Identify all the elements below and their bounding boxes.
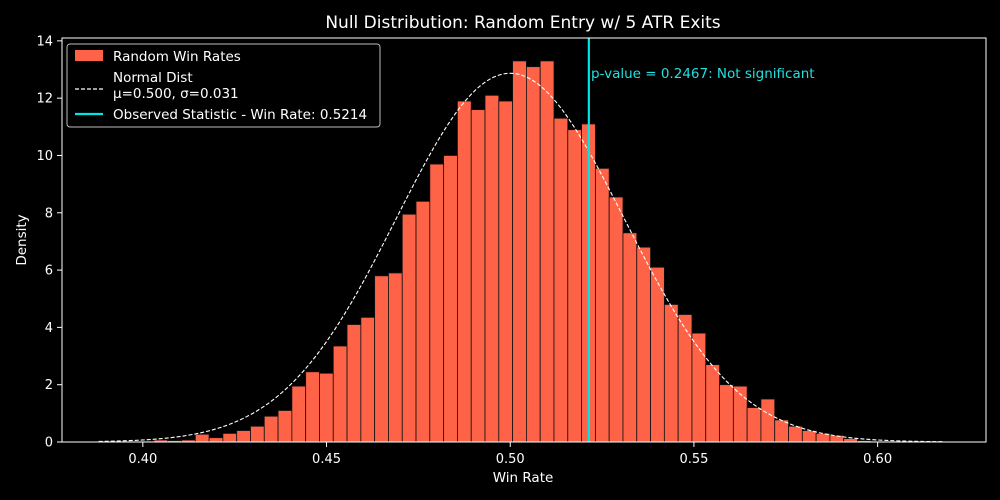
x-axis-label: Win Rate <box>493 470 554 486</box>
histogram-bar <box>663 304 679 443</box>
normal-curve <box>98 72 944 443</box>
histogram-bar <box>608 196 624 443</box>
y-axis: 0 2 4 6 8 10 12 14 <box>36 34 62 451</box>
histogram-bar <box>526 66 541 443</box>
x-axis: 0.40 0.45 0.50 0.55 0.60 <box>128 442 892 467</box>
histogram-bar <box>443 155 458 443</box>
legend-label-normal-line1: Normal Dist <box>113 70 193 86</box>
histogram-bar <box>319 372 334 443</box>
histogram-bar <box>429 163 445 443</box>
histogram-bar <box>346 324 362 443</box>
histogram-bar <box>194 433 210 443</box>
x-tick-label: 0.40 <box>128 452 157 467</box>
histogram-bar <box>636 246 651 443</box>
histogram-bar <box>236 430 251 443</box>
histogram-bar <box>705 364 720 443</box>
x-tick-label: 0.55 <box>679 452 708 467</box>
histogram-bar <box>222 433 238 443</box>
histogram-bar <box>360 316 376 443</box>
histogram-bar <box>594 167 610 443</box>
chart-title: Null Distribution: Random Entry w/ 5 ATR… <box>325 13 720 33</box>
histogram-bar <box>774 419 789 443</box>
histogram-bar <box>512 60 527 443</box>
x-tick-label: 0.60 <box>863 452 892 467</box>
histogram-bar <box>567 129 582 443</box>
y-tick-label: 0 <box>45 436 53 451</box>
y-tick-label: 14 <box>36 34 53 49</box>
histogram-bar <box>801 430 817 443</box>
y-axis-label: Density <box>14 214 30 265</box>
y-tick-label: 12 <box>36 92 53 107</box>
histogram-bar <box>305 371 320 443</box>
histogram-bar <box>498 100 514 443</box>
histogram-bar <box>291 385 307 443</box>
x-tick-label: 0.45 <box>312 452 341 467</box>
histogram-bar <box>539 60 555 443</box>
legend-label-histogram: Random Win Rates <box>113 49 241 65</box>
histogram-bar <box>843 438 858 443</box>
y-tick-label: 4 <box>45 321 53 336</box>
histogram-bar <box>470 109 486 443</box>
histogram-bar <box>388 272 403 443</box>
histogram-bar <box>746 407 762 443</box>
histogram-bar <box>650 266 665 443</box>
axes-frame <box>61 37 987 443</box>
histogram-bar <box>760 398 776 443</box>
histogram-bar <box>457 100 472 443</box>
histogram-bar <box>622 232 638 443</box>
y-tick-label: 6 <box>45 264 53 279</box>
histogram-bar <box>788 425 803 443</box>
legend-frame <box>66 43 381 128</box>
plot-area <box>61 37 987 443</box>
legend-swatch-histogram <box>75 50 103 61</box>
histogram-bar <box>250 425 265 443</box>
histogram-bar <box>691 332 707 443</box>
histogram-bar <box>553 117 569 443</box>
y-tick-label: 8 <box>45 206 53 221</box>
histogram-bar <box>401 213 417 443</box>
y-tick-label: 2 <box>45 378 53 393</box>
x-tick-label: 0.50 <box>496 452 525 467</box>
histogram-bar <box>719 384 734 443</box>
legend: Random Win Rates Normal Dist μ=0.500, σ=… <box>66 43 381 128</box>
histogram-bar <box>484 94 500 443</box>
histogram-bar <box>332 345 348 443</box>
y-tick-label: 10 <box>36 149 53 164</box>
p-value-annotation: p-value = 0.2467: Not significant <box>591 66 815 82</box>
histogram-bar <box>374 275 389 443</box>
histogram-bar <box>208 437 224 443</box>
histogram-bar <box>677 314 693 443</box>
histogram-bar <box>415 200 431 443</box>
histogram-bar <box>277 410 293 443</box>
histogram-bar <box>263 415 279 443</box>
legend-label-observed: Observed Statistic - Win Rate: 0.5214 <box>113 107 367 123</box>
legend-label-normal-line2: μ=0.500, σ=0.031 <box>113 86 239 102</box>
